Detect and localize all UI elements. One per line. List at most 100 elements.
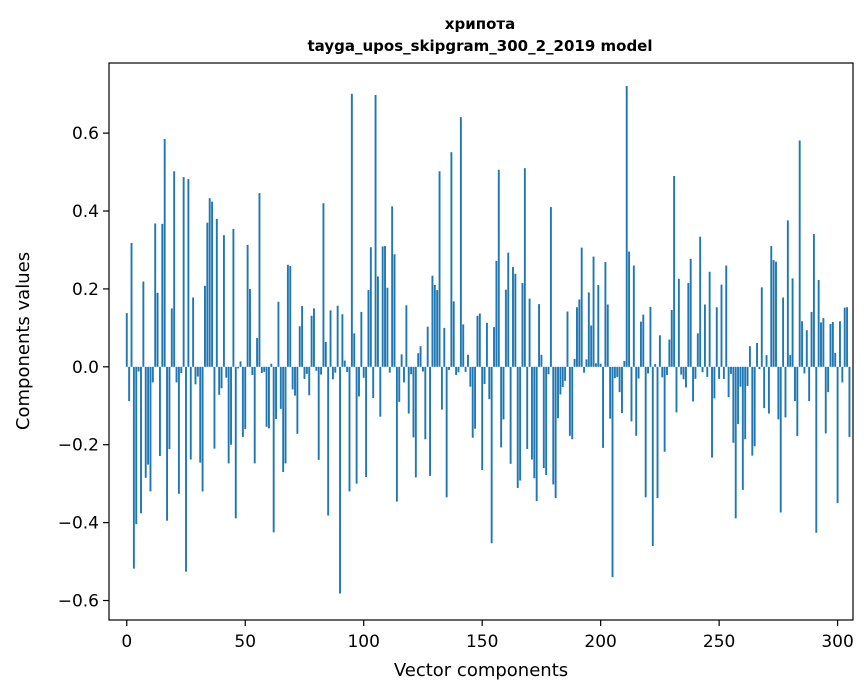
bar	[746, 366, 749, 386]
chart-title: хрипота	[445, 15, 515, 33]
bar	[737, 366, 740, 425]
bar	[625, 85, 628, 367]
bar	[566, 311, 569, 367]
bar	[417, 353, 420, 367]
bar	[530, 366, 533, 460]
bar	[308, 366, 311, 396]
bar	[654, 364, 657, 367]
bar	[493, 327, 495, 367]
bar	[784, 366, 787, 418]
bar	[414, 366, 417, 478]
bar	[177, 366, 180, 494]
bar	[718, 366, 721, 379]
bar	[142, 281, 145, 367]
bar	[523, 168, 526, 367]
bar	[632, 265, 635, 367]
bar	[504, 289, 507, 367]
y-tick-label: 0.0	[72, 358, 99, 378]
bar	[557, 366, 559, 419]
bar	[703, 304, 706, 367]
bar	[135, 366, 138, 525]
bar	[739, 366, 742, 387]
bar	[353, 333, 356, 367]
plot-frame	[108, 62, 854, 621]
bar	[182, 177, 185, 367]
bar	[796, 366, 799, 437]
bar	[725, 265, 728, 367]
bar	[519, 366, 522, 481]
bar	[270, 363, 273, 367]
bar	[265, 366, 268, 427]
bar	[509, 366, 512, 464]
bar	[834, 352, 837, 367]
bar	[801, 321, 804, 367]
bar	[358, 366, 360, 397]
bar	[424, 366, 427, 440]
bar	[848, 366, 851, 437]
bar	[599, 363, 602, 367]
bars-group	[125, 85, 851, 594]
bar	[457, 366, 460, 373]
bar	[668, 339, 671, 367]
bar	[808, 366, 811, 402]
bar	[232, 228, 235, 367]
bar	[846, 307, 849, 367]
bar	[760, 287, 763, 367]
bar	[168, 366, 171, 450]
bar	[741, 366, 744, 490]
bar	[817, 279, 820, 367]
bar	[685, 366, 687, 388]
bar	[215, 218, 218, 367]
bar	[542, 366, 545, 469]
bar	[521, 283, 524, 367]
bar	[305, 366, 308, 374]
bar	[673, 175, 676, 367]
bar	[552, 366, 555, 485]
x-tick-label: 250	[703, 632, 735, 652]
bar	[199, 366, 202, 463]
bar	[810, 311, 813, 367]
bar	[317, 366, 320, 460]
bar	[455, 366, 458, 375]
bar	[346, 366, 349, 372]
bar	[296, 366, 299, 434]
bar	[474, 366, 477, 429]
bar	[336, 305, 339, 367]
bar	[573, 359, 576, 367]
bar	[628, 251, 631, 367]
bar	[154, 223, 157, 367]
bar	[680, 366, 683, 375]
bar	[751, 366, 754, 456]
bar	[649, 306, 652, 367]
bar	[651, 366, 654, 546]
bar	[478, 313, 481, 367]
bar	[471, 366, 474, 438]
bar	[485, 322, 488, 367]
bar	[545, 366, 548, 476]
bar	[128, 366, 131, 402]
bar	[275, 366, 277, 420]
bar	[658, 335, 661, 367]
bar	[666, 366, 668, 375]
x-tick-label: 50	[234, 632, 256, 652]
bar	[782, 297, 785, 367]
bar	[630, 366, 633, 422]
bar	[639, 321, 642, 367]
bar	[635, 366, 638, 436]
bar	[360, 311, 363, 367]
bar	[438, 171, 441, 367]
bar	[694, 366, 697, 379]
bar	[222, 235, 225, 367]
bar	[701, 366, 704, 373]
bar	[561, 366, 564, 388]
y-tick-label: 0.6	[72, 124, 99, 144]
bar	[407, 366, 410, 414]
bar	[663, 366, 666, 452]
bar	[201, 366, 204, 492]
bar	[722, 366, 725, 379]
bar	[220, 366, 223, 389]
bar	[661, 366, 664, 378]
bar	[246, 244, 249, 367]
bar	[613, 366, 616, 379]
bar	[554, 366, 557, 499]
